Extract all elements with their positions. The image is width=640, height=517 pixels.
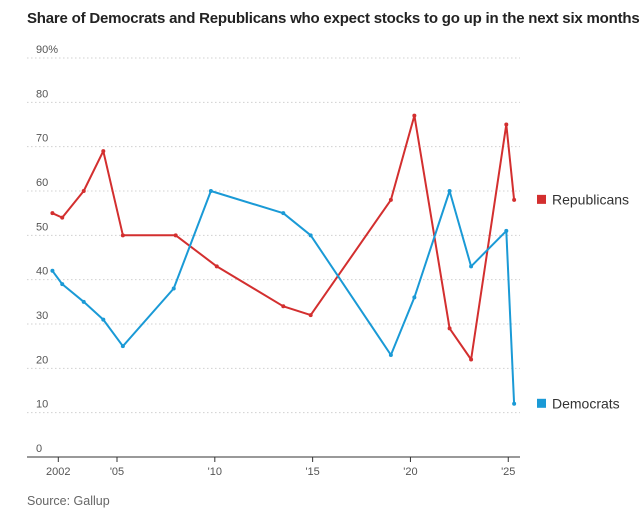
x-tick-label: '05 bbox=[110, 466, 124, 478]
data-point-democrats bbox=[50, 268, 55, 273]
data-point-democrats bbox=[101, 317, 106, 322]
data-point-democrats bbox=[388, 353, 393, 358]
legend-label-democrats: Democrats bbox=[552, 395, 620, 411]
data-point-democrats bbox=[504, 228, 509, 233]
data-point-democrats bbox=[120, 344, 125, 349]
data-point-republicans bbox=[281, 304, 286, 309]
data-point-democrats bbox=[281, 211, 286, 216]
data-point-republicans bbox=[81, 189, 86, 193]
x-tick-label: 2002 bbox=[46, 466, 70, 478]
x-axis: 2002 '05 '10 '15 '20 '25 bbox=[46, 457, 515, 478]
y-tick-label: 60 bbox=[36, 177, 48, 189]
data-point-democrats bbox=[171, 286, 176, 291]
x-tick-label: '10 bbox=[208, 466, 222, 478]
data-point-republicans bbox=[388, 197, 393, 202]
source-note: Source: Gallup bbox=[27, 494, 110, 508]
data-point-republicans bbox=[512, 197, 517, 202]
x-tick-label: '15 bbox=[305, 466, 319, 478]
data-point-republicans bbox=[50, 211, 55, 216]
legend-label-republicans: Republicans bbox=[552, 191, 629, 207]
y-tick-label: 70 bbox=[36, 133, 48, 145]
data-point-democrats bbox=[308, 233, 313, 238]
y-tick-label: 20 bbox=[36, 354, 48, 366]
legend-swatch-republicans bbox=[537, 194, 546, 204]
data-point-democrats bbox=[469, 264, 474, 269]
data-point-democrats bbox=[447, 189, 452, 193]
data-point-democrats bbox=[60, 282, 65, 287]
data-point-republicans bbox=[308, 313, 313, 318]
y-tick-label: 50 bbox=[36, 221, 48, 233]
data-point-republicans bbox=[412, 113, 417, 118]
legend-swatch-democrats bbox=[537, 398, 546, 408]
series-line-republicans bbox=[51, 114, 516, 361]
grid-lines bbox=[27, 57, 520, 458]
data-point-democrats bbox=[208, 189, 213, 193]
data-point-republicans bbox=[173, 233, 178, 238]
y-tick-label: 30 bbox=[36, 310, 48, 322]
x-tick-label: '25 bbox=[501, 466, 515, 478]
data-point-republicans bbox=[60, 215, 65, 220]
y-tick-label: 40 bbox=[36, 266, 48, 278]
data-point-democrats bbox=[412, 295, 417, 300]
y-axis-ticks: 0 10 20 30 40 50 60 70 80 90% bbox=[36, 44, 58, 455]
series-lines bbox=[50, 113, 517, 406]
data-point-republicans bbox=[469, 357, 474, 362]
x-tick-label: '20 bbox=[403, 466, 417, 478]
legend: Republicans Democrats bbox=[537, 191, 629, 411]
y-tick-label: 0 bbox=[36, 443, 42, 455]
data-point-democrats bbox=[81, 299, 86, 304]
y-tick-label: 80 bbox=[36, 88, 48, 100]
data-point-republicans bbox=[120, 233, 125, 238]
data-point-republicans bbox=[101, 149, 106, 154]
data-point-democrats bbox=[512, 401, 517, 406]
chart-title: Share of Democrats and Republicans who e… bbox=[27, 10, 640, 27]
y-tick-label: 10 bbox=[36, 399, 48, 411]
data-point-republicans bbox=[214, 264, 219, 269]
y-tick-label: 90% bbox=[36, 44, 58, 56]
data-point-republicans bbox=[504, 122, 509, 127]
data-point-republicans bbox=[447, 326, 452, 331]
